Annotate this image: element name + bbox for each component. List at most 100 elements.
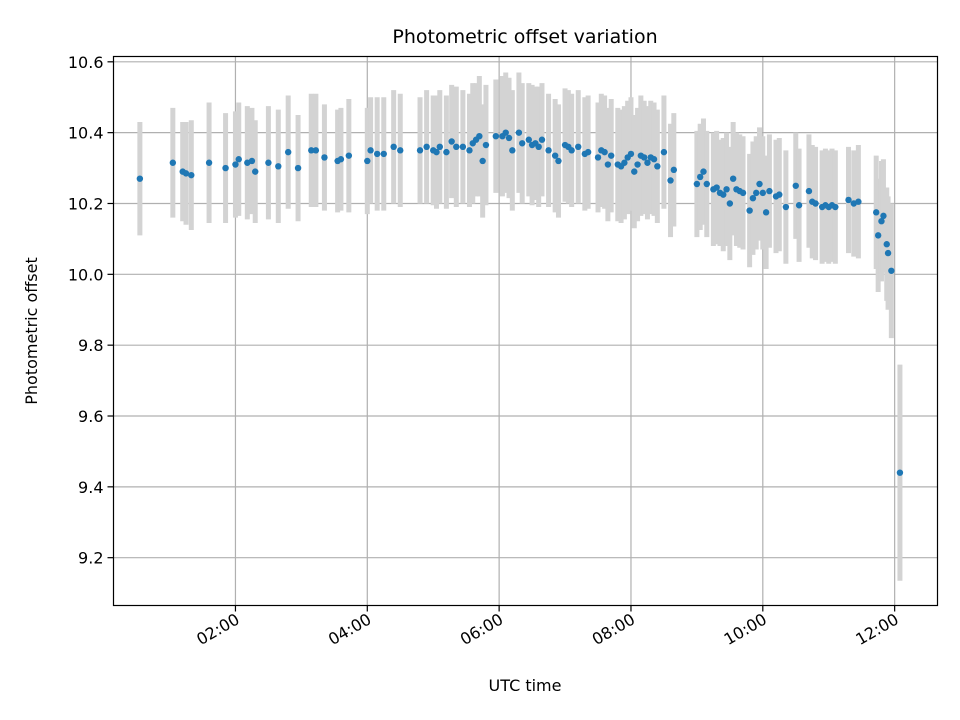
data-points [136,129,904,476]
data-point [505,134,513,142]
data-point [453,143,460,151]
data-point [627,150,635,158]
data-point [621,159,628,166]
data-point [883,241,890,248]
data-point [222,164,229,172]
data-point [654,163,661,170]
y-tick-label: 9.6 [78,407,103,426]
data-point [660,148,668,156]
data-point [337,156,345,163]
x-axis-label: UTC time [489,676,562,695]
y-tick-label: 9.4 [78,478,103,497]
data-point [759,189,767,197]
y-axis-label: Photometric offset [22,257,41,405]
data-point [888,267,895,274]
data-point [832,203,839,211]
data-point [364,157,371,165]
data-point [538,136,546,143]
data-point [519,140,526,147]
data-point [700,168,707,175]
data-point [416,147,424,154]
data-point [584,148,592,156]
data-point [380,150,387,158]
data-point [739,189,747,197]
data-point [650,156,658,163]
data-point [367,147,374,154]
data-point [878,218,885,225]
data-point [644,159,651,166]
data-point [345,152,353,159]
data-point [436,143,444,151]
data-point [568,147,575,154]
data-point [693,180,701,188]
data-point [443,148,450,156]
data-point [726,200,734,207]
data-point [753,189,760,197]
data-point [502,129,509,136]
data-point [601,148,608,156]
data-point [294,164,302,172]
data-point [136,175,144,182]
data-point [631,168,638,175]
data-point [397,147,404,154]
data-point [321,154,328,161]
data-point [575,143,582,151]
data-point [792,182,799,189]
data-point [845,196,852,204]
data-point [749,194,757,202]
data-point [766,187,773,195]
data-point [746,207,753,214]
data-point [459,143,467,151]
y-tick-label: 10.2 [68,194,104,213]
data-point [492,132,500,140]
data-point [248,157,256,165]
y-tick-label: 9.2 [78,549,103,568]
data-point [373,150,381,158]
y-tick-label: 10.6 [68,53,104,72]
data-point [634,161,641,168]
data-point [756,180,763,188]
data-point [896,469,904,476]
data-point [594,154,602,161]
data-point [423,143,430,151]
data-point [433,148,440,156]
data-point [696,173,704,181]
data-point [855,198,862,205]
y-tick-label: 9.8 [78,336,103,355]
data-point [205,159,213,166]
data-point [390,143,397,151]
data-point [476,132,483,140]
data-point [555,157,562,165]
data-point [466,147,473,154]
data-point [812,200,819,207]
data-point [884,249,892,257]
data-point [275,163,282,170]
data-point [265,159,272,166]
data-point [169,159,177,166]
data-point [232,161,239,168]
data-point [515,129,523,136]
data-point [703,180,710,188]
data-point [670,166,678,174]
data-point [729,175,737,182]
data-point [479,157,486,165]
data-point [762,209,770,216]
data-point [667,177,674,184]
grid [113,56,938,606]
data-point [235,156,242,163]
data-point [607,152,615,159]
data-point [713,184,720,191]
data-point [535,143,542,151]
chart-title: Photometric offset variation [392,26,657,48]
data-point [525,136,532,143]
data-point [782,203,790,211]
data-point [640,154,648,161]
data-point [805,187,813,195]
data-point [604,161,612,168]
data-point [551,152,559,159]
data-point [308,147,315,154]
data-point [723,186,730,193]
data-point [182,170,190,177]
data-point [776,191,783,198]
